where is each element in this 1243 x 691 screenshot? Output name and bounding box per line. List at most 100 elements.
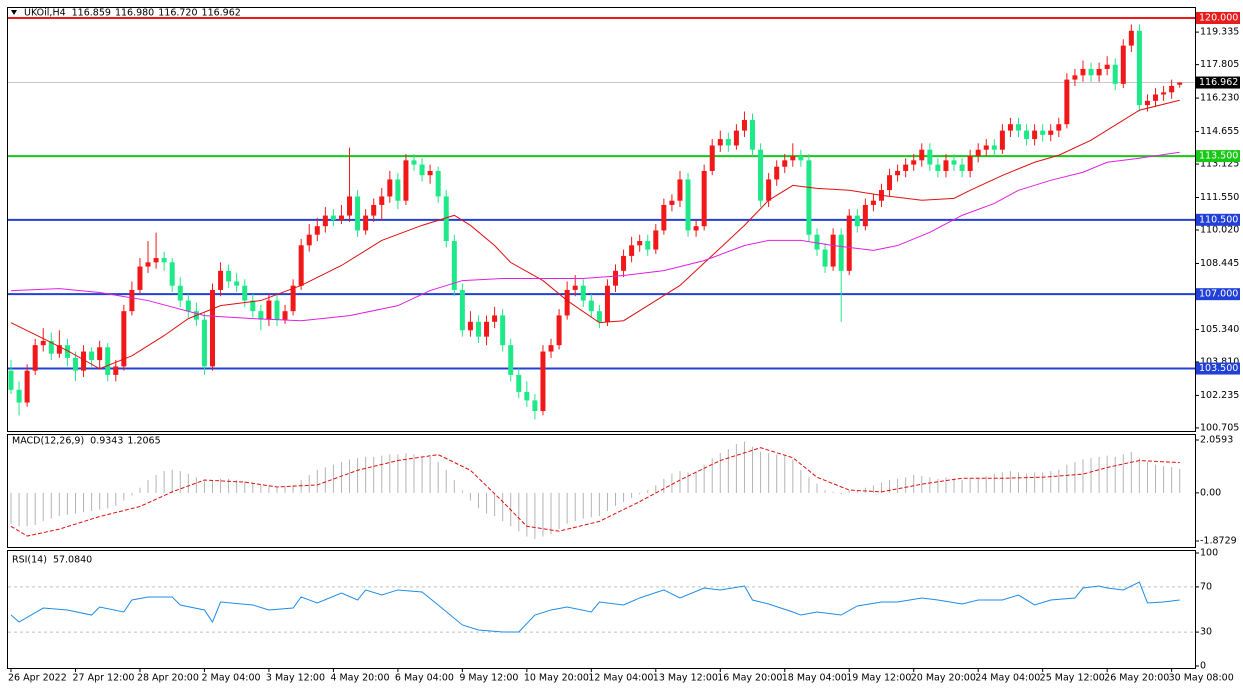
candle-body — [355, 196, 361, 231]
y-tick-label: 100.705 — [1200, 422, 1239, 433]
candle-body — [613, 270, 618, 286]
candle-body — [330, 215, 336, 220]
y-tick-label: 70 — [1200, 581, 1212, 592]
candle-body — [508, 345, 514, 375]
collapse-arrow[interactable] — [11, 10, 17, 15]
candle-body — [927, 149, 933, 165]
candle-body — [766, 179, 772, 201]
level-label: 103.500 — [1199, 363, 1238, 374]
candle-body — [1153, 94, 1159, 101]
candle-body — [1056, 124, 1062, 131]
candle-body — [911, 160, 917, 165]
candle-body — [967, 156, 973, 171]
candle-body — [48, 340, 54, 354]
main-panel — [7, 7, 1196, 432]
level-label: 110.500 — [1199, 214, 1238, 225]
candle-body — [274, 300, 280, 320]
candle-body — [459, 289, 465, 331]
candle-body — [1096, 68, 1102, 76]
candle-body — [596, 311, 602, 322]
macd-panel — [7, 434, 1196, 548]
x-tick-label: 12 May 04:00 — [588, 673, 653, 684]
candle-body — [403, 160, 409, 201]
candle-body — [935, 164, 941, 171]
y-tick-label: 2.0593 — [1200, 435, 1233, 446]
candle-body — [653, 230, 659, 250]
candle-body — [782, 160, 788, 167]
x-tick-label: 9 May 12:00 — [459, 673, 518, 684]
y-tick-label: 117.805 — [1200, 59, 1239, 70]
level-label-box — [1196, 213, 1240, 226]
candle-body — [282, 311, 288, 320]
y-tick-label: 30 — [1200, 627, 1212, 638]
candle-body — [161, 258, 167, 263]
candle-body — [371, 204, 377, 216]
candle-body — [1080, 68, 1086, 76]
candle-body — [177, 285, 183, 301]
candle-body — [500, 315, 506, 346]
candle-body — [701, 170, 707, 227]
candle-body — [943, 160, 949, 171]
candle-body — [758, 149, 764, 201]
candle-body — [693, 226, 699, 231]
level-label: 113.500 — [1199, 151, 1238, 162]
x-tick-label: 10 May 20:00 — [524, 673, 589, 684]
x-tick-label: 25 May 12:00 — [1040, 673, 1105, 684]
level-label: 107.000 — [1199, 289, 1238, 300]
y-tick-label: 114.655 — [1200, 126, 1239, 137]
signal-line — [10, 447, 1180, 537]
candle-body — [580, 285, 586, 301]
candle-body — [137, 266, 143, 290]
candle-body — [8, 370, 14, 390]
candle-body — [887, 175, 893, 191]
last-price-box — [1196, 76, 1240, 89]
candle-body — [201, 319, 207, 367]
candle-body — [750, 119, 756, 150]
y-tick-label: 116.230 — [1200, 93, 1239, 104]
candle-body — [1048, 130, 1054, 135]
y-tick-label: -1.8729 — [1200, 536, 1237, 547]
candle-body — [234, 281, 240, 286]
indicator-title: UKOil,H4 — [24, 8, 66, 19]
candle-body — [532, 400, 538, 412]
candle-body — [838, 234, 844, 271]
candle-body — [258, 311, 264, 320]
candle-body — [991, 145, 997, 150]
candle-body — [999, 130, 1005, 150]
candle-body — [798, 156, 804, 161]
candle-body — [1120, 45, 1126, 84]
candle-body — [1177, 82, 1183, 85]
y-tick-label: 100 — [1200, 548, 1218, 559]
candle-body — [250, 300, 256, 312]
candle-body — [725, 139, 731, 146]
x-tick-label: 3 May 12:00 — [266, 673, 325, 684]
candle-body — [1032, 130, 1038, 140]
candle-body — [862, 204, 868, 227]
candle-body — [621, 255, 627, 271]
candle-body — [153, 258, 159, 263]
readout-value: 116.980 — [115, 8, 154, 19]
rsi-line — [10, 581, 1180, 633]
candle-body — [1112, 64, 1118, 84]
x-tick-label: 28 Apr 20:00 — [137, 673, 199, 684]
candle-body — [185, 300, 191, 312]
candle-body — [1064, 79, 1070, 125]
candle-body — [40, 340, 46, 346]
candle-body — [1040, 130, 1046, 135]
candle-body — [97, 347, 103, 361]
candle-body — [266, 300, 272, 320]
candle-body — [347, 196, 353, 216]
readout-value: 1.2065 — [127, 436, 160, 447]
moving-average — [10, 99, 1180, 370]
candle-body — [242, 285, 248, 301]
candle-body — [846, 215, 852, 271]
candle-body — [895, 170, 901, 176]
readout-value: 116.859 — [72, 8, 111, 19]
candle-body — [540, 351, 546, 412]
level-label-box — [1196, 288, 1240, 301]
y-tick-label: 111.550 — [1200, 192, 1239, 203]
candle-body — [717, 139, 723, 146]
candle-body — [1104, 64, 1110, 69]
candle-body — [492, 315, 498, 322]
